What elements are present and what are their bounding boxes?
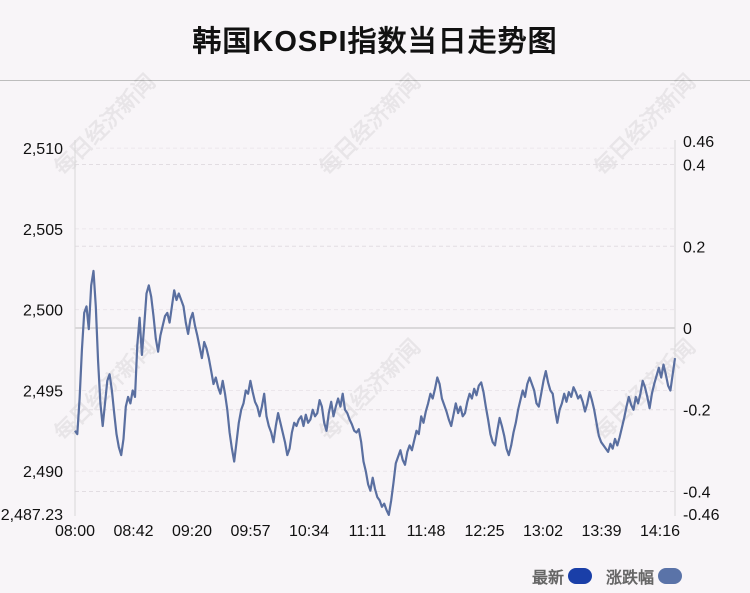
x-tick-label: 13:39 <box>581 523 621 540</box>
legend-swatch-change <box>658 568 683 584</box>
legend-item-latest[interactable]: 最新 <box>532 564 593 588</box>
y-left-tick-label: 2,500 <box>23 303 63 320</box>
x-tick-label: 11:11 <box>349 523 387 540</box>
series-line-latest <box>74 269 677 517</box>
x-tick-label: 08:42 <box>113 523 153 540</box>
y-right-min-label: -0.46 <box>683 507 720 524</box>
y-right-tick-label: 0.2 <box>683 239 705 256</box>
y-right-tick-label: 0 <box>683 321 692 338</box>
y-right-max-label: 0.46 <box>683 134 714 151</box>
y-axis-right-ticks: -0.4 -0.2 0 0.2 0.4 0.46 -0.46 <box>683 134 720 524</box>
y-right-tick-label: -0.4 <box>683 484 711 501</box>
y-left-tick-label: 2,495 <box>23 383 63 400</box>
x-tick-label: 11:48 <box>407 523 446 540</box>
title-divider <box>0 80 750 81</box>
legend: 最新 涨跌幅 <box>532 564 696 588</box>
x-tick-label: 13:02 <box>523 523 563 540</box>
x-tick-label: 08:00 <box>55 523 95 540</box>
y-left-tick-label: 2,510 <box>23 141 63 158</box>
legend-label-change: 涨跌幅 <box>606 570 655 587</box>
legend-item-change[interactable]: 涨跌幅 <box>606 564 683 588</box>
legend-swatch-latest <box>568 568 593 584</box>
y-right-tick-label: 0.4 <box>683 158 705 175</box>
x-tick-label: 14:16 <box>640 523 680 540</box>
x-tick-label: 09:57 <box>230 523 270 540</box>
y-axis-left-ticks: 2,490 2,495 2,500 2,505 2,510 2,487.23 <box>1 141 63 524</box>
series-layer <box>74 269 677 517</box>
y-left-tick-label: 2,505 <box>23 222 63 239</box>
x-tick-label: 12:25 <box>464 523 504 540</box>
y-left-tick-label: 2,490 <box>23 464 63 481</box>
chart-title: 韩国KOSPI指数当日走势图 <box>192 26 558 58</box>
x-tick-label: 09:20 <box>172 523 212 540</box>
legend-label-latest: 最新 <box>532 570 565 587</box>
y-left-min-label: 2,487.23 <box>1 507 63 524</box>
y-right-tick-label: -0.2 <box>683 403 711 420</box>
x-axis-ticks: 08:00 08:42 09:20 09:57 10:34 11:11 11:48 12:25… <box>55 523 680 540</box>
x-tick-label: 10:34 <box>289 523 329 540</box>
